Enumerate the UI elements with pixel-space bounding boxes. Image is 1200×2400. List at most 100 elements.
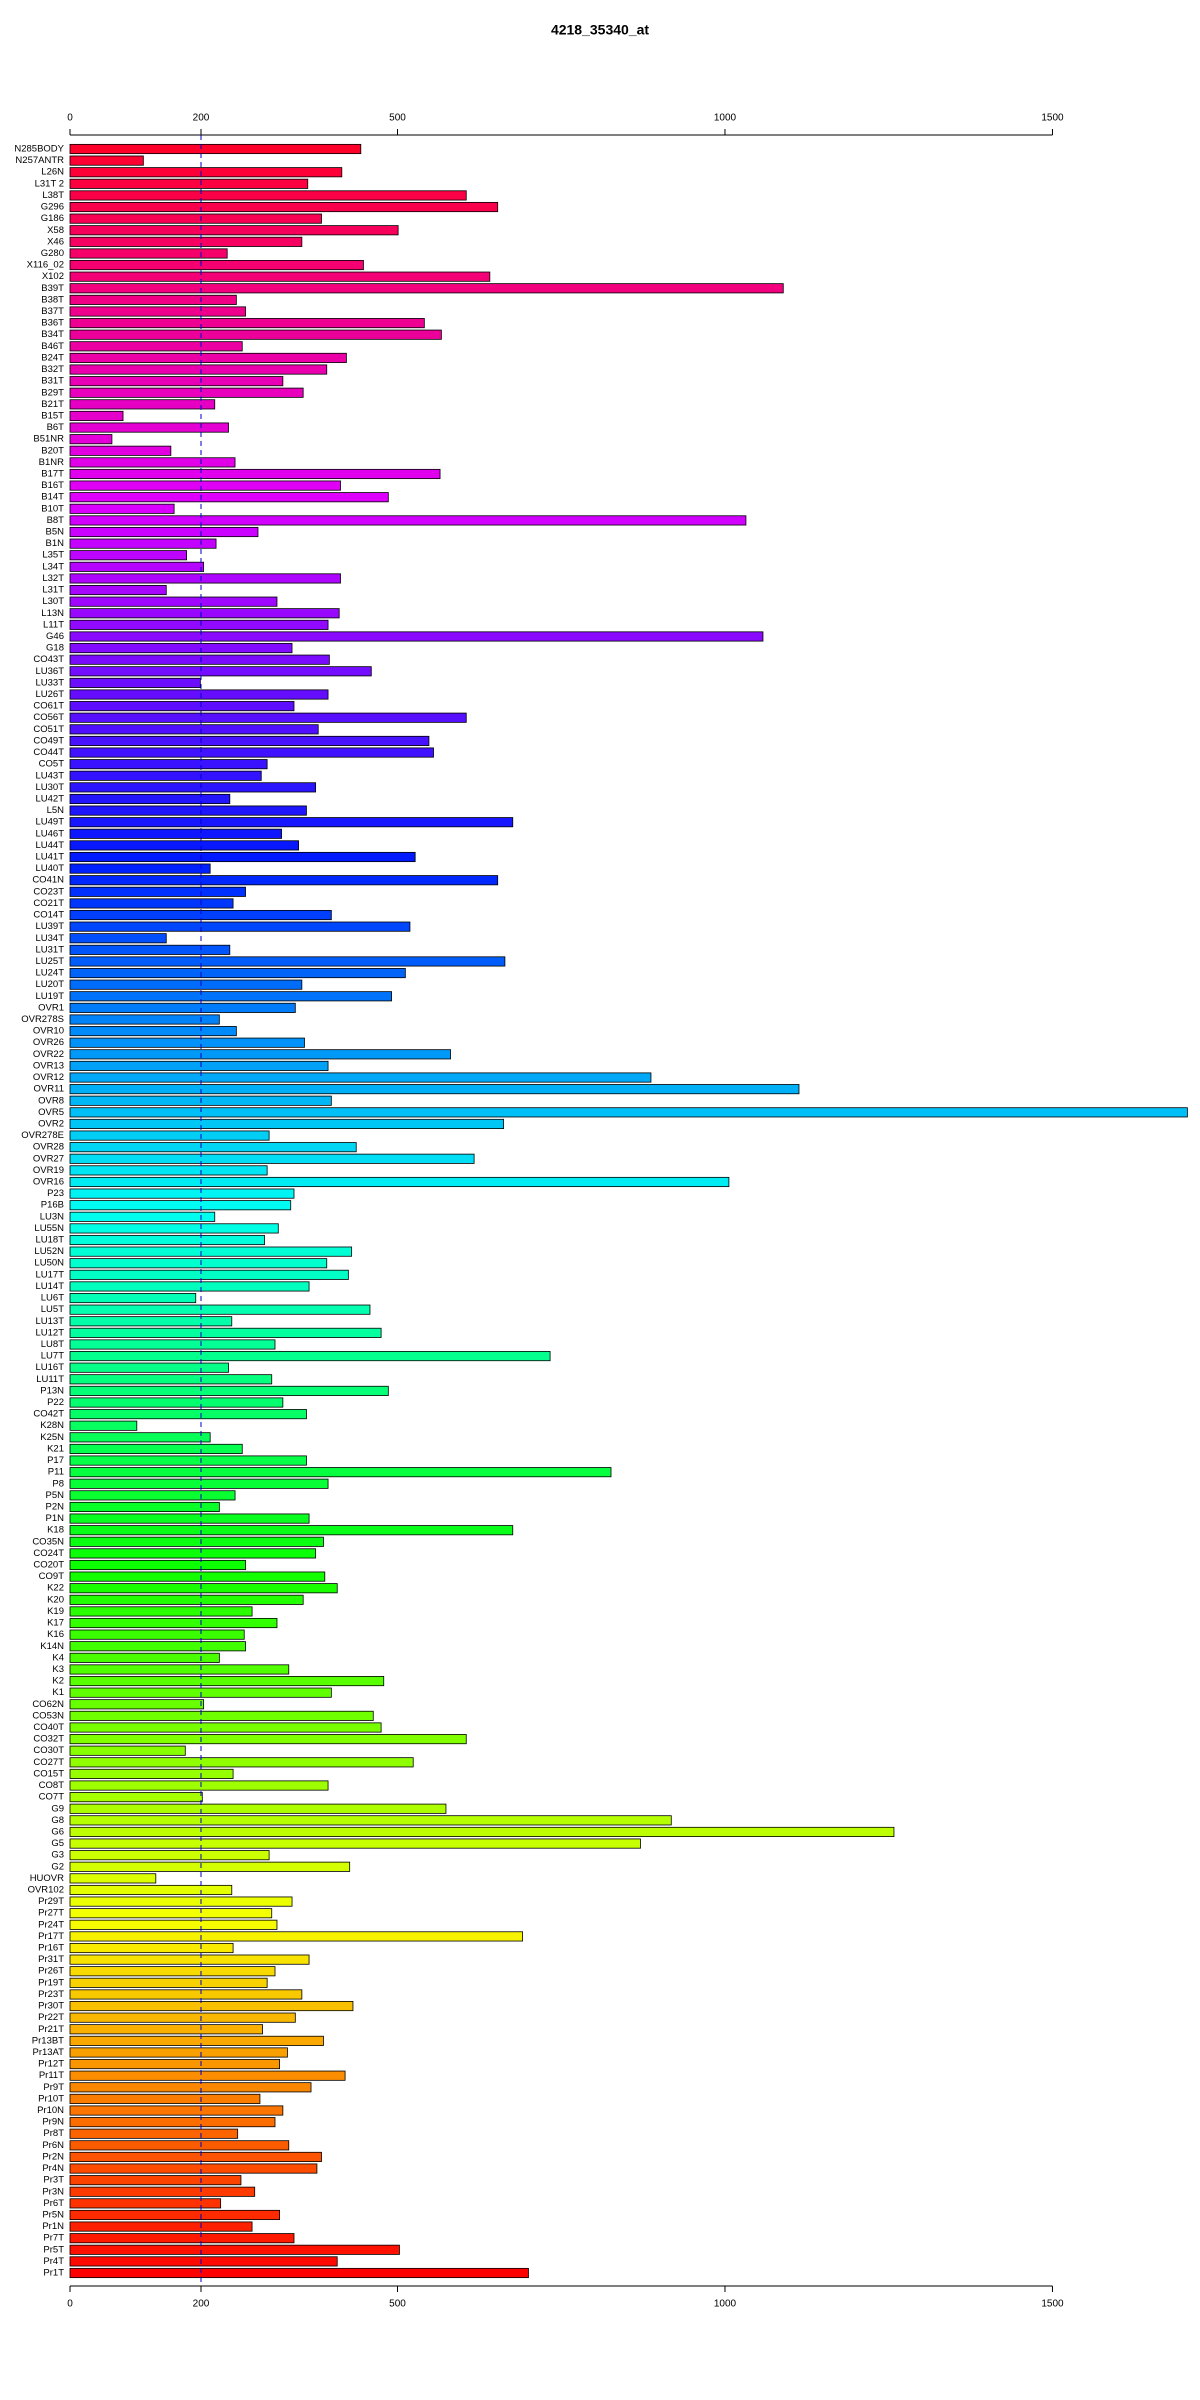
bar xyxy=(69,1641,246,1652)
y-tick-label: P2N xyxy=(46,1501,65,1512)
y-tick-label: CO9T xyxy=(39,1571,65,1582)
y-tick-label: Pr3T xyxy=(43,2175,64,2186)
y-tick-label: CO20T xyxy=(33,1560,64,1571)
bar xyxy=(69,828,282,839)
bar xyxy=(69,1188,295,1199)
y-tick-label: OVR2 xyxy=(38,1118,64,1129)
y-tick-label: B38T xyxy=(41,294,64,305)
y-tick-label: OVR10 xyxy=(33,1026,64,1037)
bar xyxy=(69,1780,329,1791)
bar xyxy=(69,875,499,886)
y-tick-label: B5N xyxy=(46,527,65,538)
bar xyxy=(69,445,172,456)
y-tick-label: CO51T xyxy=(33,724,64,735)
bar xyxy=(69,1548,317,1559)
y-tick-label: CO5T xyxy=(39,759,65,770)
y-tick-label: CO23T xyxy=(33,886,64,897)
x-tick-label: 1000 xyxy=(714,113,737,124)
bar xyxy=(69,805,307,816)
y-tick-label: Pr6T xyxy=(43,2198,64,2209)
y-tick-label: G5 xyxy=(51,1838,64,1849)
y-tick-label: CO24T xyxy=(33,1548,64,1559)
y-tick-label: OVR13 xyxy=(33,1060,64,1071)
y-tick-label: LU3N xyxy=(40,1211,64,1222)
bar xyxy=(69,1443,243,1454)
bar xyxy=(69,1571,326,1582)
y-tick-label: LU34T xyxy=(35,933,64,944)
y-tick-label: Pr4T xyxy=(43,2256,64,2267)
y-tick-label: B51NR xyxy=(33,434,64,445)
y-tick-label: N285BODY xyxy=(14,144,64,155)
y-tick-label: K20 xyxy=(47,1594,64,1605)
y-tick-label: Pr30T xyxy=(38,2001,64,2012)
y-tick-label: L11T xyxy=(43,619,64,630)
bar xyxy=(69,1385,389,1396)
bar xyxy=(69,1768,234,1779)
bar xyxy=(69,782,317,793)
bar xyxy=(69,1536,324,1547)
bar xyxy=(69,492,389,503)
bar xyxy=(69,260,364,271)
bar xyxy=(69,201,499,213)
bar xyxy=(69,1234,265,1246)
bar xyxy=(69,155,144,166)
bar xyxy=(69,1014,220,1025)
bar xyxy=(69,1084,800,1095)
y-tick-label: Pr24T xyxy=(38,1919,64,1930)
bar xyxy=(69,190,467,201)
bar xyxy=(69,387,304,398)
y-tick-label: P5N xyxy=(46,1490,65,1501)
y-tick-label: K25N xyxy=(40,1432,64,1443)
bar xyxy=(69,1362,229,1373)
y-tick-label: LU42T xyxy=(35,793,64,804)
bar xyxy=(69,1652,220,1663)
y-tick-label: CO44T xyxy=(33,747,64,758)
bar xyxy=(69,1676,385,1687)
bar xyxy=(69,434,113,445)
y-tick-label: CO7T xyxy=(39,1792,65,1803)
y-tick-label: CO42T xyxy=(33,1409,64,1420)
bar xyxy=(69,1467,612,1478)
bar xyxy=(69,573,341,584)
bar xyxy=(69,1977,268,1988)
bar xyxy=(69,793,231,805)
bar xyxy=(69,1374,273,1385)
y-tick-label: B21T xyxy=(41,399,64,410)
bar xyxy=(69,167,343,178)
y-tick-label: OVR278E xyxy=(21,1130,64,1141)
bar xyxy=(69,2151,322,2162)
bar xyxy=(69,1954,310,1965)
bar xyxy=(69,1200,292,1211)
bar xyxy=(69,1513,310,1524)
bar xyxy=(69,1931,523,1942)
y-tick-label: Pr8T xyxy=(43,2128,64,2139)
bar xyxy=(69,1176,730,1188)
y-tick-label: Pr1N xyxy=(42,2221,64,2232)
bar xyxy=(69,1351,551,1362)
y-tick-label: CO56T xyxy=(33,712,64,723)
bar xyxy=(69,2012,296,2023)
y-tick-label: B8T xyxy=(47,515,65,526)
x-tick-label: 1500 xyxy=(1041,113,1064,124)
y-tick-label: OVR278S xyxy=(21,1014,64,1025)
y-tick-label: B37T xyxy=(41,306,64,317)
bar xyxy=(69,1037,305,1048)
y-tick-label: CO40T xyxy=(33,1722,64,1733)
bar xyxy=(69,1165,268,1176)
y-tick-label: K16 xyxy=(47,1629,64,1640)
bar xyxy=(69,643,293,654)
bar xyxy=(69,1699,205,1710)
bar xyxy=(69,608,340,619)
bar xyxy=(69,503,175,514)
y-tick-label: L26N xyxy=(41,167,64,178)
y-tick-label: P17 xyxy=(47,1455,64,1466)
bar xyxy=(69,1757,414,1768)
bar xyxy=(69,2070,346,2081)
y-tick-label: X116_02 xyxy=(27,260,64,271)
bar xyxy=(69,2117,276,2128)
y-tick-label: CO61T xyxy=(33,701,64,712)
bar xyxy=(69,817,514,828)
bar xyxy=(69,178,309,189)
bar xyxy=(69,1861,351,1872)
